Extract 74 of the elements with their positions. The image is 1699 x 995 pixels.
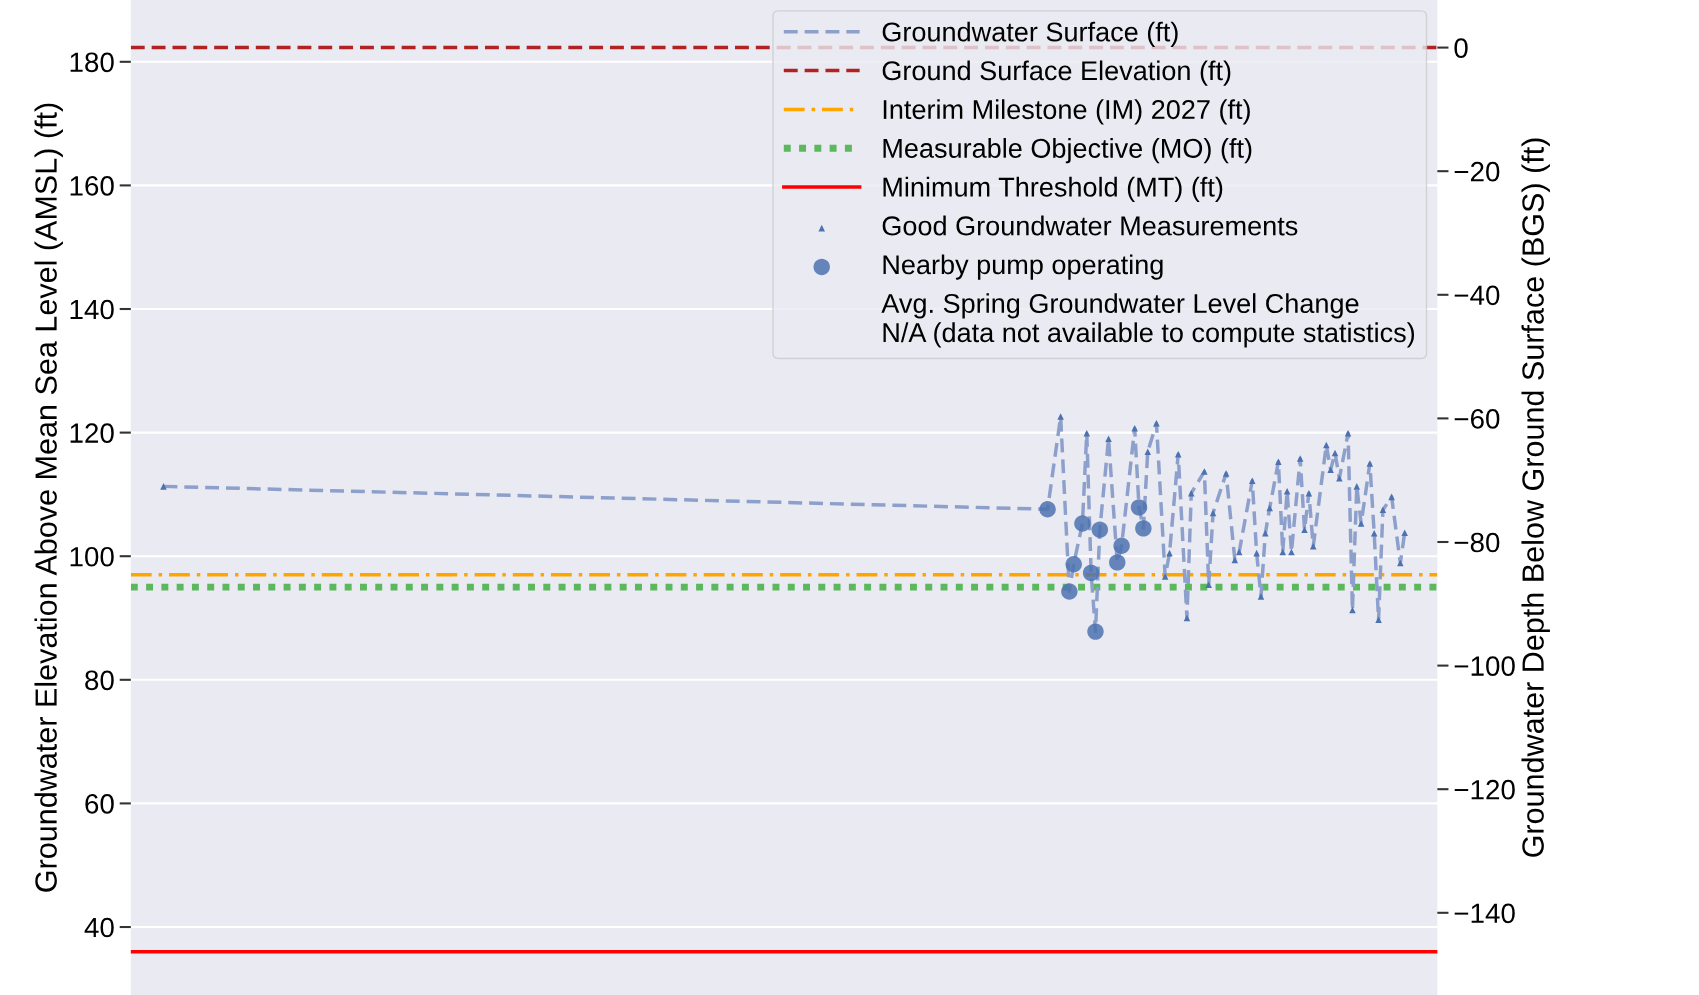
point [1327, 466, 1334, 473]
y-tick-label: 60 [85, 794, 114, 814]
y2-tick-label: 0 [1454, 38, 1468, 58]
y-tick-label: 40 [84, 917, 114, 938]
point [1401, 529, 1408, 536]
legend-label: Ground Surface Elevation (ft) [882, 60, 1231, 86]
point [1323, 441, 1330, 449]
y-tick-label: 180 [70, 52, 114, 73]
legend-label: Good Groundwater Measurements [882, 215, 1298, 236]
point [1039, 501, 1056, 518]
point [1161, 573, 1169, 580]
point [1249, 477, 1256, 485]
point [1057, 413, 1064, 420]
point [1201, 468, 1208, 475]
point [1087, 623, 1104, 640]
point [1113, 537, 1130, 554]
y2-tick-label: −60 [1454, 409, 1500, 429]
y2-axis-title: Groundwater Depth Below Ground Surface (BGS) (ft) [1521, 138, 1550, 857]
point [1309, 543, 1317, 550]
point [1266, 504, 1273, 512]
point [1257, 593, 1265, 600]
point [1336, 475, 1343, 482]
y-tick-label: 120 [70, 423, 114, 443]
point [1105, 435, 1112, 443]
point [160, 483, 167, 490]
point [1235, 548, 1243, 556]
point [1288, 548, 1295, 556]
point [1065, 556, 1082, 573]
legend-label: Minimum Threshold (MT) (ft) [883, 176, 1223, 203]
point [1231, 556, 1239, 564]
y2-tick-label: −100 [1454, 656, 1515, 676]
point [1131, 425, 1138, 432]
y2-tick-label: −120 [1454, 779, 1515, 800]
annotation: Avg. Spring Groundwater Level Change N/A (data not available to compute statistics) [881, 293, 1415, 348]
point [1379, 506, 1387, 514]
point [1375, 616, 1382, 624]
point [1130, 499, 1148, 516]
y-axis-title: Groundwater Elevation Above Mean Sea Level (AMSL) (ft) [34, 103, 63, 892]
point [1357, 520, 1365, 527]
point [1279, 548, 1286, 556]
y-tick-label: 140 [70, 299, 114, 320]
point [1091, 521, 1109, 538]
point [1205, 581, 1212, 588]
point [1222, 470, 1230, 477]
point [1366, 460, 1374, 467]
point [1262, 530, 1269, 537]
point [1144, 448, 1151, 456]
y2-tick-label: −40 [1454, 285, 1500, 306]
point [1153, 420, 1160, 427]
point [1353, 483, 1361, 490]
point [1074, 515, 1091, 532]
point [1397, 559, 1404, 567]
point [1296, 455, 1304, 462]
legend-label: Groundwater Surface (ft) [882, 21, 1178, 47]
y2-tick-label: −20 [1454, 161, 1500, 182]
point [1083, 429, 1091, 437]
point [1061, 583, 1078, 600]
point [1188, 489, 1195, 497]
point [1135, 520, 1152, 537]
legend-label: Nearby pump operating [883, 254, 1163, 280]
point [1301, 526, 1308, 533]
legend-label: Interim Milestone (IM) 2027 (ft) [883, 99, 1250, 125]
legend-label: Measurable Objective (MO) (ft) [883, 138, 1252, 164]
point [1283, 488, 1291, 495]
y2-tick-label: −140 [1454, 903, 1515, 924]
point [1082, 564, 1100, 582]
y-tick-label: 160 [70, 176, 114, 196]
point [1388, 493, 1395, 501]
y-tick-label: 100 [70, 546, 114, 567]
point [1370, 530, 1378, 537]
y-tick-label: 80 [85, 670, 114, 691]
point [1275, 458, 1282, 465]
y2-tick-label: −80 [1454, 532, 1500, 553]
point [1109, 554, 1126, 571]
